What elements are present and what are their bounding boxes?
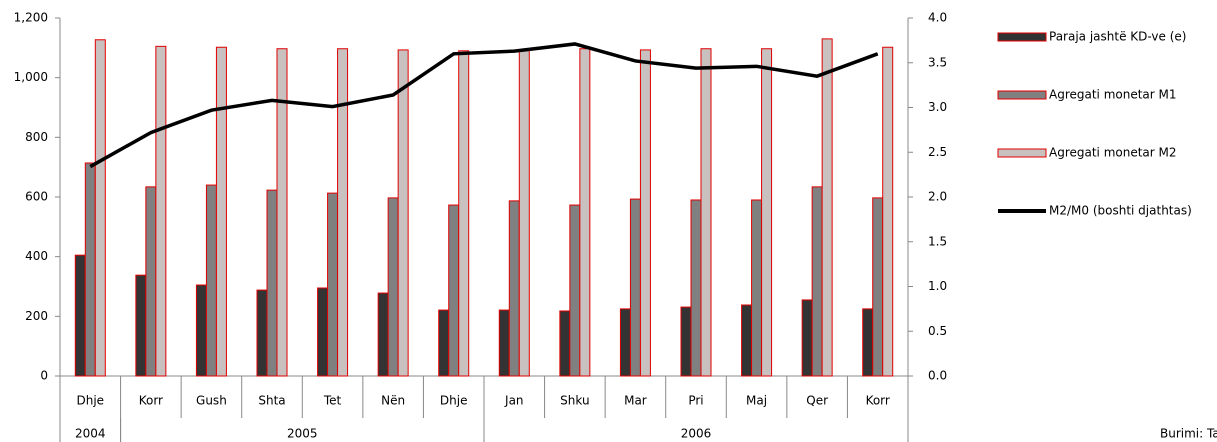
legend-label: M2/M0 (boshti djathtas) [1049, 204, 1192, 218]
line [89, 42, 879, 169]
x-tick-label: Jan [504, 394, 524, 408]
y2-tick-label: 2.5 [928, 145, 947, 159]
bar [397, 49, 409, 377]
bar [801, 299, 813, 377]
bar [195, 284, 207, 377]
x-tick-label: Mar [624, 394, 647, 408]
x-tick-label: Korr [139, 394, 163, 408]
bar [317, 287, 329, 377]
x-tick-label: Shta [258, 394, 285, 408]
x-tick-label: Dhje [77, 394, 105, 408]
y2-tick-label: 0.5 [928, 324, 947, 338]
y2-tick-label: 3.0 [928, 100, 947, 114]
bar [690, 199, 702, 377]
bar [862, 308, 874, 377]
legend-swatch [997, 148, 1047, 158]
y2-tick-label: 1.0 [928, 279, 947, 293]
x-tick-label: Nën [381, 394, 405, 408]
y-tick-label: 0 [40, 369, 48, 383]
bar [569, 204, 581, 377]
y-tick-label: 1,200 [14, 11, 48, 25]
bar [135, 274, 147, 377]
x-tick-label: Korr [866, 394, 890, 408]
bar [761, 48, 773, 377]
bar [266, 189, 278, 377]
x-tick-label: Maj [746, 394, 767, 408]
legend-label: Agregati monetar M2 [1049, 146, 1177, 160]
bar [215, 46, 227, 377]
bar [256, 289, 268, 377]
bar [579, 48, 591, 377]
y2-tick-label: 3.5 [928, 55, 947, 69]
bar [84, 162, 96, 377]
y-tick-label: 800 [25, 130, 48, 144]
bar [639, 49, 651, 377]
source: Burimi: Ta [1160, 427, 1217, 441]
bar [387, 197, 399, 377]
bar [508, 200, 520, 377]
y-tick-label: 200 [25, 309, 48, 323]
x-tick-label: Shku [560, 394, 589, 408]
y-tick-label: 1,000 [14, 70, 48, 84]
bar [74, 254, 86, 377]
y2-tick-label: 2.0 [928, 190, 947, 204]
bar [205, 184, 217, 377]
bar [821, 38, 833, 377]
bar [811, 186, 823, 377]
bar [155, 45, 167, 377]
bar [448, 204, 460, 377]
bar [882, 46, 894, 377]
y-tick-label: 400 [25, 249, 48, 263]
bar [751, 199, 763, 377]
bar [377, 292, 389, 377]
group-label: 2004 [75, 427, 106, 441]
y2-tick-label: 4.0 [928, 11, 947, 25]
x-tick-label: Gush [196, 394, 227, 408]
bar [518, 49, 530, 377]
legend-label: Paraja jashtë KD-ve (e) [1049, 30, 1186, 44]
x-tick-label: Dhje [440, 394, 468, 408]
bar [145, 186, 157, 377]
bar [700, 48, 712, 377]
bar [327, 192, 339, 377]
bar [276, 48, 288, 377]
legend-swatch [997, 90, 1047, 100]
bar [680, 306, 692, 377]
bar [458, 50, 470, 377]
bar [619, 308, 631, 377]
x-tick-label: Pri [688, 394, 703, 408]
bar [559, 310, 571, 377]
bar [741, 304, 753, 377]
legend-label: Agregati monetar M1 [1049, 88, 1177, 102]
group-label: 2005 [287, 427, 318, 441]
bar [872, 197, 884, 377]
y2-tick-label: 0.0 [928, 369, 947, 383]
bar [337, 48, 349, 377]
x-tick-label: Qer [806, 394, 828, 408]
bar [94, 39, 106, 377]
y-tick-label: 600 [25, 190, 48, 204]
y2-tick-label: 1.5 [928, 234, 947, 248]
legend-swatch [997, 32, 1047, 42]
x-tick-label: Tet [323, 394, 342, 408]
group-label: 2006 [681, 427, 712, 441]
bar [629, 198, 641, 377]
bar [498, 309, 510, 377]
bar [438, 309, 450, 377]
